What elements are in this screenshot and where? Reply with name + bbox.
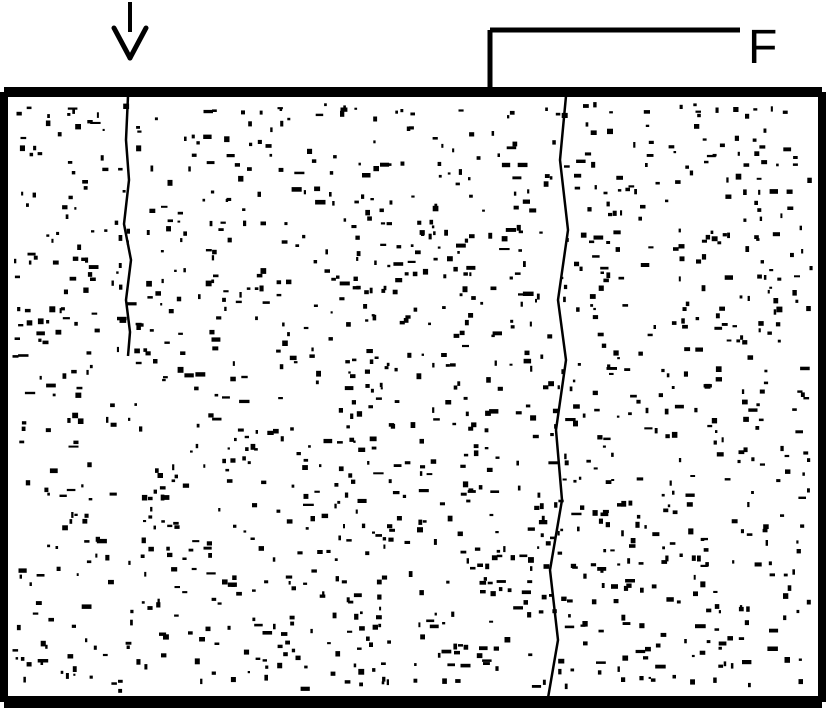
- diagram-svg: [0, 0, 826, 723]
- leader-arrow-head-right: [130, 28, 146, 58]
- leader-arrow-head-left: [114, 28, 130, 58]
- container-rect: [4, 92, 822, 702]
- diagram-root: F: [0, 0, 826, 723]
- fracture-right: [548, 96, 568, 698]
- label-F: F: [748, 20, 777, 75]
- speckle-fill: [13, 102, 813, 693]
